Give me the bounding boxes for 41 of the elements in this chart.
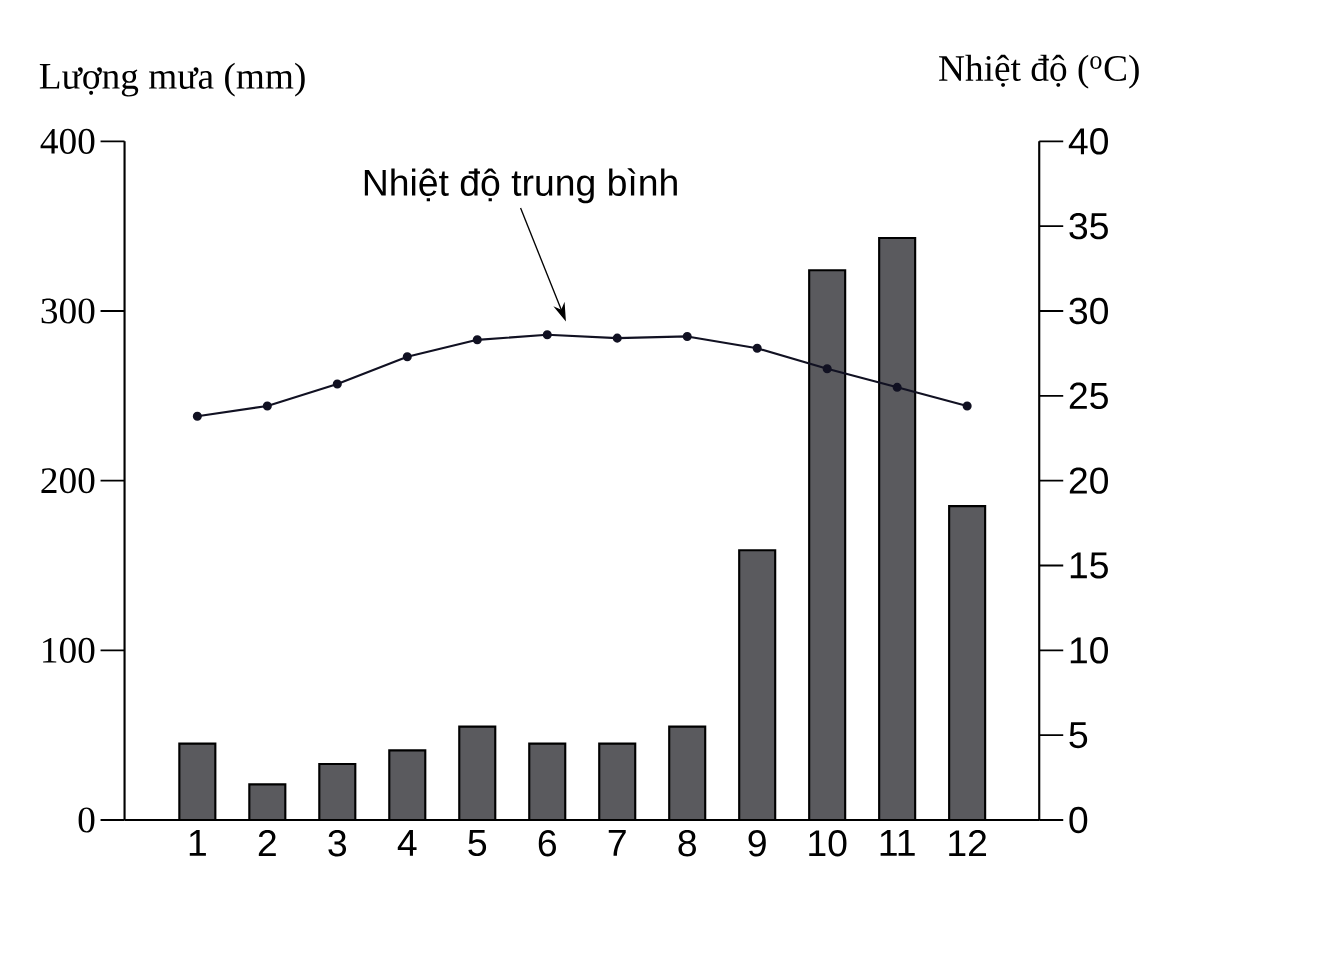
y2-tick-label: 5: [1069, 722, 1088, 749]
y-tick-label: 0: [78, 807, 95, 833]
y-tick-label: 400: [40, 128, 95, 155]
y2-tick-label: 20: [1069, 467, 1108, 495]
x-tick-label: 12: [949, 830, 987, 857]
point: [752, 343, 762, 354]
point: [332, 379, 342, 389]
y2-tick-label: 40: [1068, 128, 1108, 155]
x-tick-label: 4: [397, 830, 417, 856]
x-tick-label: 8: [678, 830, 696, 857]
y2-tick-label: 25: [1069, 382, 1108, 410]
point: [192, 411, 202, 421]
x-tick-label: 11: [880, 830, 915, 856]
y-tick-label: 200: [41, 468, 95, 494]
point: [262, 401, 272, 411]
point: [612, 333, 622, 343]
point: [682, 332, 692, 342]
point: [892, 382, 902, 393]
y2-axis-title: Nhiệt độ ($^{o}$C): [939, 54, 1139, 89]
point: [962, 401, 972, 411]
point: [542, 330, 552, 340]
x-tick-label: 10: [809, 830, 847, 857]
x-tick-label: 7: [608, 830, 626, 856]
x-tick-label: 9: [748, 830, 766, 857]
y2-tick-label: 35: [1069, 213, 1108, 240]
y2-tick-label: 30: [1069, 297, 1108, 325]
y2-tick-label: 10: [1070, 637, 1108, 664]
y-tick-label: 100: [43, 637, 95, 664]
x-tick-label: 6: [538, 830, 556, 857]
text: Nhiệt độ trung bình: [364, 168, 677, 204]
y2-tick-label: 0: [1069, 806, 1088, 834]
y-tick-label: 300: [41, 298, 95, 324]
y-axis-title: Lượng mưa (mm): [39, 62, 305, 97]
x-tick-label: 3: [328, 830, 347, 857]
point: [822, 364, 832, 374]
x-tick-label: 2: [258, 830, 276, 857]
point: [402, 352, 412, 362]
y2-tick-label: 15: [1070, 552, 1108, 579]
point: [472, 335, 482, 345]
x-tick-label: 5: [468, 830, 487, 857]
x-tick-label: 1: [189, 830, 206, 856]
